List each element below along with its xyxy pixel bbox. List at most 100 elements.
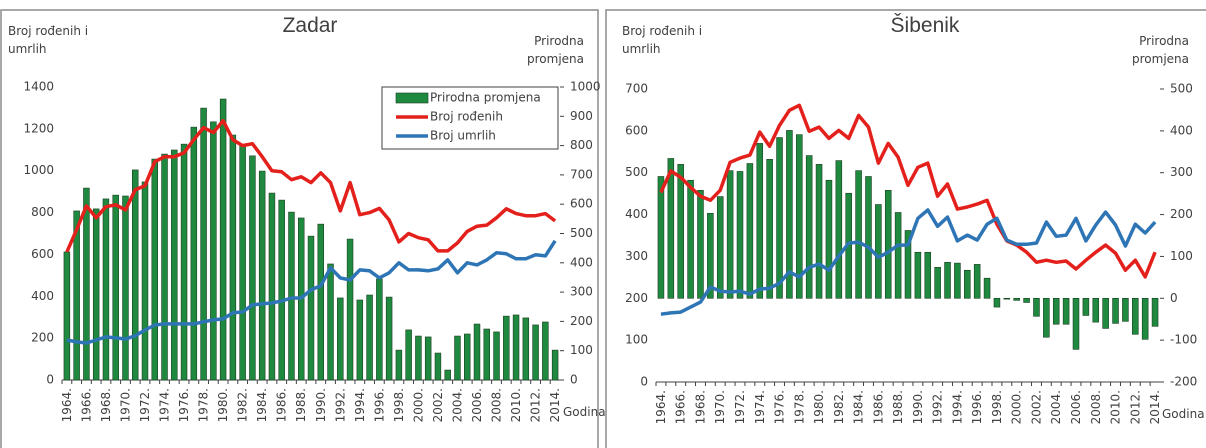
x-tick-label: 1966. (674, 390, 688, 424)
y-tick-label: 1000 (23, 163, 54, 177)
bar (756, 143, 764, 299)
y2-tick-label: 0 (1170, 291, 1178, 305)
y2-tick-label: 600 (570, 197, 593, 211)
y2-tick-label: 200 (570, 314, 593, 328)
bar (835, 160, 843, 299)
x-tick-label: 1978. (792, 390, 806, 424)
bar (1102, 297, 1109, 329)
bar (1062, 297, 1070, 325)
x-tick-label: 1994. (950, 390, 964, 424)
bar (815, 164, 823, 299)
bar (288, 211, 295, 381)
x-tick-label: 2014. (1148, 390, 1162, 424)
y2-tick-label: 300 (1170, 165, 1193, 179)
bar (1112, 297, 1119, 324)
y-tick-label: 400 (625, 207, 648, 221)
x-tick-label: 2000. (1010, 390, 1024, 424)
x-tick-label: 2000. (411, 388, 425, 422)
x-tick-label: 1990. (314, 388, 328, 422)
x-tick-label: 1970. (118, 388, 132, 422)
bar (337, 297, 344, 381)
bar (855, 170, 862, 299)
y-tick-label: 100 (625, 333, 648, 347)
y-tick-label: 0 (640, 375, 648, 389)
y2-tick-label: 400 (570, 255, 593, 269)
bar (687, 179, 694, 299)
bar (796, 134, 803, 299)
bar (493, 331, 500, 381)
chart-title: Šibenik (890, 14, 960, 37)
y-tick-label: 600 (625, 123, 648, 137)
x-tick-label: 1978. (197, 388, 211, 422)
bar (385, 296, 393, 381)
y2-tick-label: 800 (570, 138, 593, 152)
bar (904, 230, 912, 299)
y-tick-label: 1400 (23, 80, 54, 94)
bar (776, 137, 783, 299)
y2-tick-label: 100 (1170, 249, 1193, 263)
y-axis-label: Broj rođenih i umrlih (622, 24, 703, 56)
bar (239, 144, 246, 381)
bar (875, 204, 882, 299)
bar (1141, 297, 1149, 340)
bar (112, 194, 119, 381)
bar (73, 210, 80, 381)
y-tick-label: 500 (625, 165, 648, 179)
bar (141, 181, 149, 381)
bar (993, 297, 1001, 308)
x-tick-label: 1986. (275, 388, 289, 422)
bar (1003, 297, 1011, 300)
x-tick-label: 2008. (490, 388, 504, 422)
x-tick-label: 2006. (470, 388, 484, 422)
y-tick-label: 200 (625, 291, 648, 305)
x-tick-label: 1970. (713, 390, 727, 424)
y-tick-label: 300 (625, 249, 648, 263)
x-tick-label: 1996. (970, 390, 984, 424)
y-tick-label: 1200 (23, 121, 54, 135)
x-tick-label: 1994. (353, 388, 367, 422)
bar (219, 98, 227, 381)
bar (805, 155, 813, 299)
bar (1092, 297, 1100, 323)
x-tick-label: 1988. (294, 388, 308, 422)
line-series (660, 208, 1157, 316)
y2-tick-label: 200 (1170, 207, 1193, 221)
bar (395, 349, 403, 381)
y2-tick-label: -200 (1170, 375, 1197, 389)
y2-tick-label: 100 (570, 343, 593, 357)
x-tick-label: 1996. (372, 388, 386, 422)
bar (307, 235, 315, 381)
bar (190, 126, 198, 381)
x-tick-label: 2010. (1109, 390, 1123, 424)
bar (1072, 297, 1080, 350)
y2-tick-label: 1000 (570, 80, 601, 94)
x-tick-label: 1974. (753, 390, 767, 424)
bar (944, 261, 951, 299)
bar (736, 171, 744, 299)
bar (884, 189, 892, 299)
x-tick-label: 1982. (236, 388, 250, 422)
bar (376, 278, 383, 381)
bar (657, 176, 665, 299)
bar (934, 267, 941, 299)
x-tick-label: 1980. (812, 390, 826, 424)
bar (464, 333, 471, 381)
bar (171, 149, 178, 381)
y2-tick-label: -100 (1170, 333, 1197, 347)
line-series (659, 103, 1157, 279)
bar (405, 329, 412, 381)
bar (122, 195, 129, 381)
bar (1151, 297, 1159, 327)
y2-tick-label: 500 (570, 226, 593, 240)
bar (697, 189, 704, 299)
bar (786, 130, 793, 299)
bar (522, 317, 530, 381)
x-tick-label: 2002. (431, 388, 445, 422)
bar (865, 176, 872, 299)
y2-tick-label: 700 (570, 167, 593, 181)
bar (1023, 297, 1030, 303)
bar (746, 163, 754, 299)
bar (914, 251, 922, 299)
bar (964, 269, 971, 299)
